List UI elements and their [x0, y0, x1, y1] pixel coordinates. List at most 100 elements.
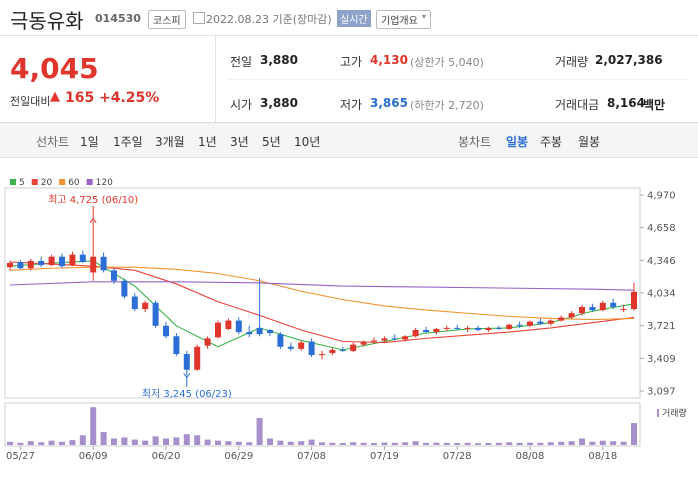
- line-chart-label: 선차트: [36, 135, 70, 149]
- volume-bar: [412, 441, 419, 445]
- candle-body: [79, 254, 86, 262]
- x-tick-label: 07/08: [297, 451, 326, 462]
- stat-label: 시가: [230, 98, 253, 112]
- period-tab[interactable]: 3년: [230, 135, 249, 149]
- chart: 5 20 60 120 4,970 4,658 4,346 4,034 3,721 3,409 3,…: [4, 178, 687, 462]
- legend-swatch: [10, 179, 16, 185]
- x-tick-label: 07/19: [370, 451, 399, 462]
- candle-body: [568, 313, 575, 318]
- volume-bar: [111, 438, 117, 445]
- legend-label: 60: [68, 178, 80, 188]
- candle-body: [246, 332, 253, 335]
- stat-label: 전일: [230, 55, 253, 69]
- volume-bar: [579, 438, 585, 445]
- candle-body: [225, 320, 232, 329]
- candle-body: [100, 256, 107, 271]
- legend-label: 120: [96, 178, 113, 188]
- candle-body: [215, 322, 221, 338]
- period-tab[interactable]: 1일: [80, 135, 99, 149]
- overview-button[interactable]: 기업개요: [376, 10, 431, 29]
- volume-frame: [4, 402, 641, 447]
- period-tab[interactable]: 3개월: [155, 135, 185, 149]
- period-tab[interactable]: 1주일: [113, 135, 143, 149]
- candle-body: [69, 254, 76, 266]
- volume-bar: [360, 442, 367, 445]
- x-tick-label: 05/27: [6, 451, 35, 462]
- volume-bar: [631, 423, 637, 445]
- volume-legend-swatch: [657, 409, 659, 417]
- annotation: 최고 4,725 (06/10): [48, 194, 138, 206]
- candle-body: [527, 321, 533, 326]
- candle-body: [142, 302, 149, 310]
- volume-bar: [246, 442, 253, 445]
- annotation: 최저 3,245 (06/23): [142, 388, 232, 400]
- candle-body: [17, 261, 24, 269]
- candle-body: [599, 302, 606, 311]
- candle-body: [371, 340, 377, 342]
- volume-label: 거래량: [662, 407, 687, 419]
- candle-body: [589, 306, 596, 311]
- stat-value: 4,130: [370, 53, 408, 67]
- volume-bar: [516, 442, 523, 445]
- stat-value: 2,027,386: [595, 53, 663, 67]
- volume-bar: [402, 442, 409, 445]
- legend-label: 20: [41, 178, 53, 188]
- candle-type-tab[interactable]: 주봉: [540, 135, 563, 149]
- candle-body: [579, 306, 585, 314]
- x-tick-label: 08/08: [516, 451, 545, 462]
- candle-body: [360, 341, 367, 345]
- volume-bar: [547, 442, 554, 445]
- candle-body: [558, 317, 565, 321]
- volume-bar: [350, 442, 357, 445]
- volume-bar: [589, 441, 596, 445]
- candle-body: [381, 338, 388, 341]
- volume-bar: [225, 441, 232, 445]
- volume-bar: [319, 442, 325, 445]
- realtime-badge[interactable]: 실시간: [337, 10, 371, 27]
- volume-bar: [194, 435, 201, 445]
- candle-body: [329, 349, 336, 354]
- stat-unit: 백만: [643, 98, 666, 112]
- volume-bar: [90, 407, 97, 445]
- period-tab[interactable]: 5년: [262, 135, 281, 149]
- candle-body: [267, 329, 273, 334]
- x-tick-label: 06/29: [224, 451, 253, 462]
- moving-average: [9, 266, 635, 321]
- y-tick-label: 4,658: [647, 223, 676, 234]
- up-arrow: ▲: [50, 89, 60, 104]
- stat-label: 고가: [340, 55, 363, 69]
- candle-body: [308, 341, 315, 356]
- arrow-head: [89, 217, 97, 223]
- candle-body: [402, 336, 409, 340]
- moving-average: [9, 281, 635, 291]
- legend-swatch: [59, 179, 66, 185]
- x-tick-label: 06/20: [152, 451, 181, 462]
- volume-bar: [287, 441, 294, 445]
- stock-name: 극동유화: [10, 9, 84, 33]
- candle-type-tab[interactable]: 일봉: [506, 135, 529, 149]
- stat-value: 3,880: [260, 96, 298, 110]
- candle-body: [59, 256, 65, 267]
- candle-body: [506, 324, 513, 329]
- header-bar: 극동유화 014530 코스피 2022.08.23 기준(장마감) 실시간 기…: [0, 0, 698, 36]
- volume-bar: [267, 438, 273, 445]
- volume-bar: [568, 441, 575, 445]
- candle-body: [350, 344, 357, 351]
- volume-bar: [558, 441, 565, 445]
- stat-value: 3,865: [370, 96, 408, 110]
- stat-note: (하한가 2,720): [410, 99, 484, 112]
- period-tab[interactable]: 1년: [198, 135, 217, 149]
- candle-body: [121, 280, 128, 297]
- volume-bar: [464, 442, 471, 445]
- candle-type-tab[interactable]: 월봉: [578, 135, 601, 149]
- volume-bar: [527, 442, 533, 445]
- volume-bar: [183, 434, 190, 445]
- volume-bar: [443, 442, 450, 445]
- quote-panel: 4,045 전일대비 ▲ 165 +4.25% 전일 3,880 고가 4,13…: [0, 36, 698, 123]
- volume-bar: [215, 440, 221, 445]
- y-tick-label: 3,721: [647, 321, 676, 332]
- candle-body: [183, 354, 190, 370]
- volume-bar: [204, 439, 211, 445]
- period-tab[interactable]: 10년: [294, 135, 321, 149]
- candle-body: [610, 302, 617, 307]
